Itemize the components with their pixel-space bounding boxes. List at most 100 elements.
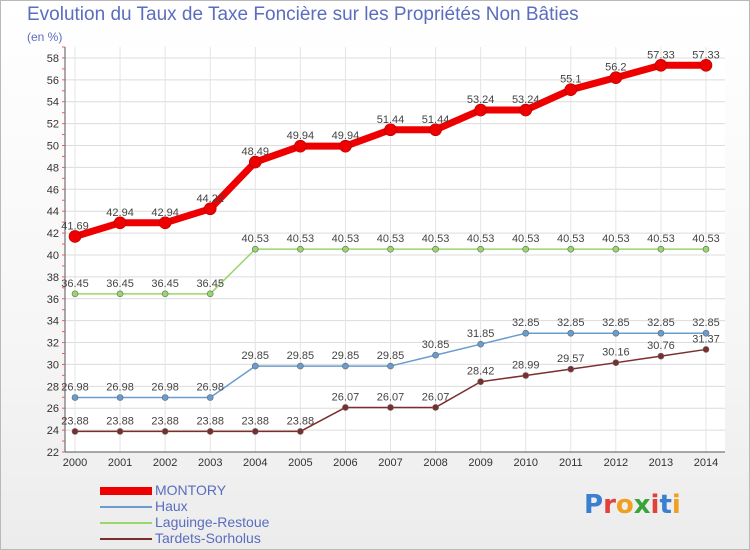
haux-point <box>161 394 169 401</box>
tardets-sorholus-point <box>657 352 665 360</box>
laguinge-restoue-data-label: 36.45 <box>61 278 89 290</box>
chart-legend: MONTORY Haux Laguinge-Restoue Tardets-Sorho… <box>100 482 400 547</box>
laguinge-restoue-point <box>432 245 439 253</box>
logo-letter: P <box>584 490 604 520</box>
laguinge-restoue-data-label: 40.53 <box>512 233 540 245</box>
montory-point <box>429 123 442 137</box>
tardets-sorholus-data-label: 26.07 <box>332 391 360 403</box>
laguinge-restoue-point <box>342 245 349 253</box>
x-tick-label: 2008 <box>423 457 447 469</box>
y-tick-label: 30 <box>47 359 59 371</box>
montory-data-label: 57.33 <box>647 49 675 61</box>
legend-swatch <box>100 487 152 495</box>
laguinge-restoue-data-label: 40.53 <box>422 233 450 245</box>
tardets-sorholus-point <box>116 428 124 435</box>
tardets-sorholus-data-label: 30.76 <box>647 340 675 352</box>
laguinge-restoue-data-label: 36.45 <box>151 278 179 290</box>
legend-label: Laguinge-Restoue <box>155 514 270 530</box>
y-tick-label: 24 <box>47 425 59 437</box>
x-tick-label: 2000 <box>63 457 87 469</box>
montory-data-label: 49.94 <box>332 130 360 142</box>
y-tick-label: 28 <box>47 381 59 393</box>
montory-data-label: 51.44 <box>377 114 405 126</box>
haux-point <box>297 362 304 370</box>
haux-point <box>116 394 124 401</box>
tardets-sorholus-data-label: 23.88 <box>287 415 315 427</box>
laguinge-restoue-data-label: 40.53 <box>557 233 585 245</box>
y-tick-label: 44 <box>47 206 59 218</box>
laguinge-restoue-data-label: 40.53 <box>647 233 675 245</box>
x-tick-label: 2001 <box>108 457 132 469</box>
montory-data-label: 44.22 <box>196 193 224 205</box>
laguinge-restoue-point <box>206 290 214 298</box>
haux-data-label: 26.98 <box>61 381 89 393</box>
laguinge-restoue-point <box>657 245 665 253</box>
y-tick-label: 34 <box>47 316 59 328</box>
tardets-sorholus-point <box>702 346 710 353</box>
montory-data-label: 51.44 <box>422 114 450 126</box>
legend-label: Tardets-Sorholus <box>155 530 261 546</box>
haux-point <box>71 394 79 401</box>
laguinge-restoue-point <box>477 245 484 253</box>
legend-item: Tardets-Sorholus <box>100 530 400 547</box>
tardets-sorholus-data-label: 28.42 <box>467 366 495 378</box>
laguinge-restoue-point <box>702 245 710 253</box>
tardets-sorholus-point <box>206 428 214 435</box>
x-tick-label: 2011 <box>559 457 583 469</box>
haux-point <box>206 394 214 401</box>
tardets-sorholus-point <box>342 404 349 411</box>
y-tick-label: 40 <box>47 250 59 262</box>
montory-data-label: 42.94 <box>151 207 179 219</box>
legend-item: Haux <box>100 498 400 515</box>
laguinge-restoue-point <box>612 245 620 253</box>
tardets-sorholus-point <box>612 359 620 366</box>
montory-point <box>158 216 172 230</box>
logo-letter: t <box>659 490 672 520</box>
haux-data-label: 32.85 <box>692 317 720 329</box>
logo-letter: i <box>650 490 660 520</box>
x-tick-label: 2010 <box>513 457 537 469</box>
haux-point <box>567 329 575 337</box>
haux-data-label: 32.85 <box>602 317 630 329</box>
haux-data-label: 29.85 <box>242 350 270 362</box>
logo-letter: x <box>633 490 651 520</box>
chart-subtitle: (en %) <box>27 30 63 44</box>
haux-data-label: 29.85 <box>332 350 360 362</box>
haux-data-label: 31.85 <box>467 328 495 340</box>
laguinge-restoue-data-label: 40.53 <box>467 233 495 245</box>
haux-point <box>657 329 665 337</box>
montory-data-label: 57.33 <box>692 49 720 61</box>
montory-data-label: 56.2 <box>605 62 626 74</box>
montory-point <box>699 58 713 72</box>
y-tick-label: 22 <box>47 447 59 459</box>
haux-point <box>432 351 439 359</box>
laguinge-restoue-data-label: 40.53 <box>602 233 630 245</box>
x-tick-label: 2002 <box>153 457 177 469</box>
logo-letter: r <box>603 490 616 520</box>
montory-point <box>248 155 262 169</box>
y-tick-label: 26 <box>47 403 59 415</box>
tardets-sorholus-point <box>71 428 79 435</box>
montory-data-label: 42.94 <box>106 207 134 219</box>
tardets-sorholus-data-label: 29.57 <box>557 353 585 365</box>
haux-point <box>522 329 530 337</box>
tardets-sorholus-data-label: 23.88 <box>242 415 270 427</box>
haux-point <box>342 362 349 370</box>
montory-point <box>384 123 397 137</box>
laguinge-restoue-point <box>522 245 530 253</box>
laguinge-restoue-data-label: 40.53 <box>242 233 270 245</box>
y-tick-label: 56 <box>47 75 59 87</box>
haux-data-label: 32.85 <box>557 317 585 329</box>
montory-data-label: 53.24 <box>512 94 540 106</box>
laguinge-restoue-point <box>297 245 304 253</box>
montory-point <box>654 58 668 72</box>
legend-item: Laguinge-Restoue <box>100 514 400 531</box>
logo-letter: o <box>615 490 634 520</box>
y-tick-label: 42 <box>47 228 59 240</box>
y-tick-label: 50 <box>47 141 59 153</box>
montory-data-label: 41.69 <box>61 220 89 232</box>
tardets-sorholus-data-label: 23.88 <box>151 415 179 427</box>
laguinge-restoue-point <box>71 290 79 298</box>
haux-data-label: 29.85 <box>287 350 315 362</box>
